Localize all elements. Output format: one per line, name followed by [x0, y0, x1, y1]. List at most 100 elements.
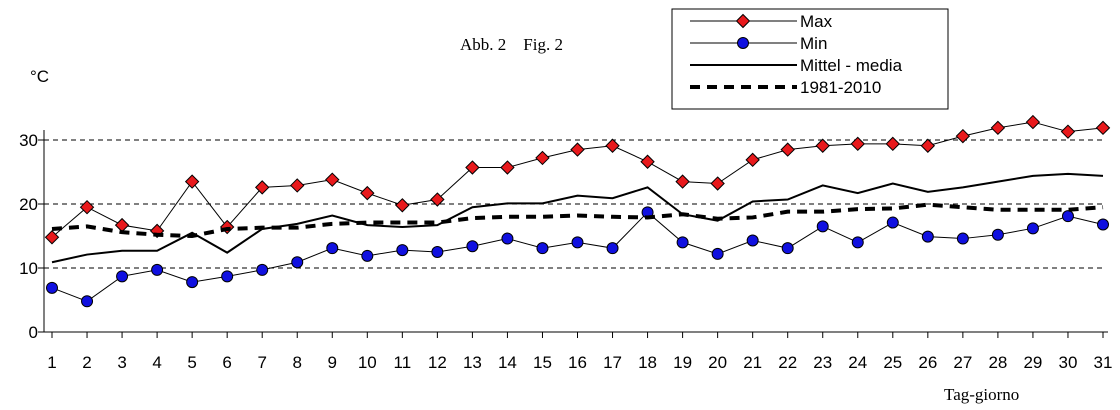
- x-axis-label: Tag-giorno: [944, 385, 1019, 404]
- max-point: [920, 138, 936, 153]
- x-tick-label: 23: [813, 353, 832, 372]
- x-tick-label: 30: [1059, 353, 1078, 372]
- y-axis-label: °C: [30, 67, 49, 86]
- y-tick-label: 30: [19, 131, 38, 150]
- y-tick-label: 10: [19, 259, 38, 278]
- x-tick-label: 29: [1023, 353, 1042, 372]
- min-point: [1061, 210, 1074, 223]
- series-layer: [44, 114, 1111, 308]
- max-point: [44, 230, 60, 245]
- legend-marker: [737, 37, 749, 49]
- x-tick-label: 27: [953, 353, 972, 372]
- x-tick-label: 26: [918, 353, 937, 372]
- min-point: [256, 263, 269, 276]
- max-point: [570, 142, 585, 157]
- min-point: [606, 242, 619, 255]
- max-point: [500, 160, 515, 175]
- x-tick-label: 11: [394, 353, 412, 372]
- legend-label: Min: [800, 34, 827, 53]
- min-point: [396, 244, 409, 257]
- x-tick-label: 7: [257, 353, 266, 372]
- series-line: [51, 211, 1104, 302]
- max-point: [745, 152, 760, 168]
- max-point: [184, 174, 200, 189]
- legend-label: Mittel - media: [800, 56, 903, 75]
- min-point: [921, 230, 934, 243]
- grid-lines: [44, 139, 1105, 269]
- legend-label: 1981-2010: [800, 78, 881, 97]
- max-point: [254, 180, 270, 195]
- max-point: [885, 136, 901, 152]
- max-point: [1095, 120, 1111, 136]
- x-tick-label: 9: [328, 353, 337, 372]
- max-point: [1025, 114, 1041, 130]
- min-point: [1097, 218, 1109, 231]
- min-point: [221, 270, 234, 283]
- series-line: [51, 121, 1104, 238]
- min-point: [186, 276, 199, 289]
- max-point: [395, 198, 410, 213]
- max-point: [325, 172, 340, 187]
- min-point: [466, 240, 479, 253]
- x-tick-label: 20: [708, 353, 727, 372]
- max-point: [780, 142, 795, 157]
- min-point: [816, 220, 829, 233]
- max-point: [640, 154, 655, 169]
- x-tick-label: 4: [152, 353, 161, 372]
- x-tick-label: 5: [187, 353, 196, 372]
- max-point: [990, 120, 1006, 136]
- min-point: [746, 234, 759, 247]
- max-point: [430, 192, 445, 207]
- legend-marker: [735, 13, 751, 29]
- y-tick-label: 20: [19, 195, 38, 214]
- x-tick-label: 13: [463, 353, 482, 372]
- x-tick-label: 1: [47, 353, 56, 372]
- max-point: [290, 178, 305, 193]
- x-tick-label: 21: [743, 353, 762, 372]
- legend-box: [671, 8, 949, 110]
- min-point: [781, 242, 794, 255]
- min-point: [46, 281, 58, 294]
- max-point: [1060, 124, 1076, 139]
- x-tick-label: 3: [117, 353, 126, 372]
- axis-labels: °C Tag-giorno Abb. 2 Fig. 2: [30, 35, 1019, 404]
- max-point: [675, 174, 690, 189]
- x-tick-label: 31: [1094, 353, 1113, 372]
- max-point: [955, 128, 971, 144]
- x-tick-label: 22: [778, 353, 797, 372]
- min-point: [116, 270, 129, 283]
- min-point: [151, 263, 164, 276]
- x-tick-label: 18: [638, 353, 657, 372]
- series-line: [51, 202, 1104, 239]
- x-tick-label: 25: [883, 353, 902, 372]
- legend-label: Max: [800, 12, 833, 31]
- max-point: [114, 217, 130, 233]
- max-point: [815, 138, 830, 153]
- legend: Max Min Mittel - media 1981-2010: [671, 8, 949, 110]
- x-tick-label: 14: [498, 353, 517, 372]
- x-tick-label: 17: [603, 353, 622, 372]
- x-tick-label: 8: [292, 353, 301, 372]
- min-point: [291, 256, 304, 269]
- x-tick-label: 16: [568, 353, 587, 372]
- x-tick-label: 12: [428, 353, 447, 372]
- max-point: [605, 138, 620, 153]
- min-point: [536, 242, 549, 255]
- y-tick-label: 0: [29, 323, 38, 342]
- min-point: [991, 228, 1004, 241]
- max-point: [535, 150, 550, 166]
- chart-title: Abb. 2 Fig. 2: [460, 35, 563, 54]
- max-point: [465, 160, 480, 175]
- min-point: [81, 295, 94, 308]
- max-point: [79, 199, 95, 215]
- max-point: [360, 185, 375, 201]
- min-point: [851, 236, 864, 249]
- min-point: [676, 236, 689, 249]
- x-tick-label: 10: [358, 353, 377, 372]
- max-point: [850, 136, 865, 152]
- min-point: [501, 232, 514, 245]
- x-tick-label: 28: [988, 353, 1007, 372]
- x-tick-label: 15: [533, 353, 552, 372]
